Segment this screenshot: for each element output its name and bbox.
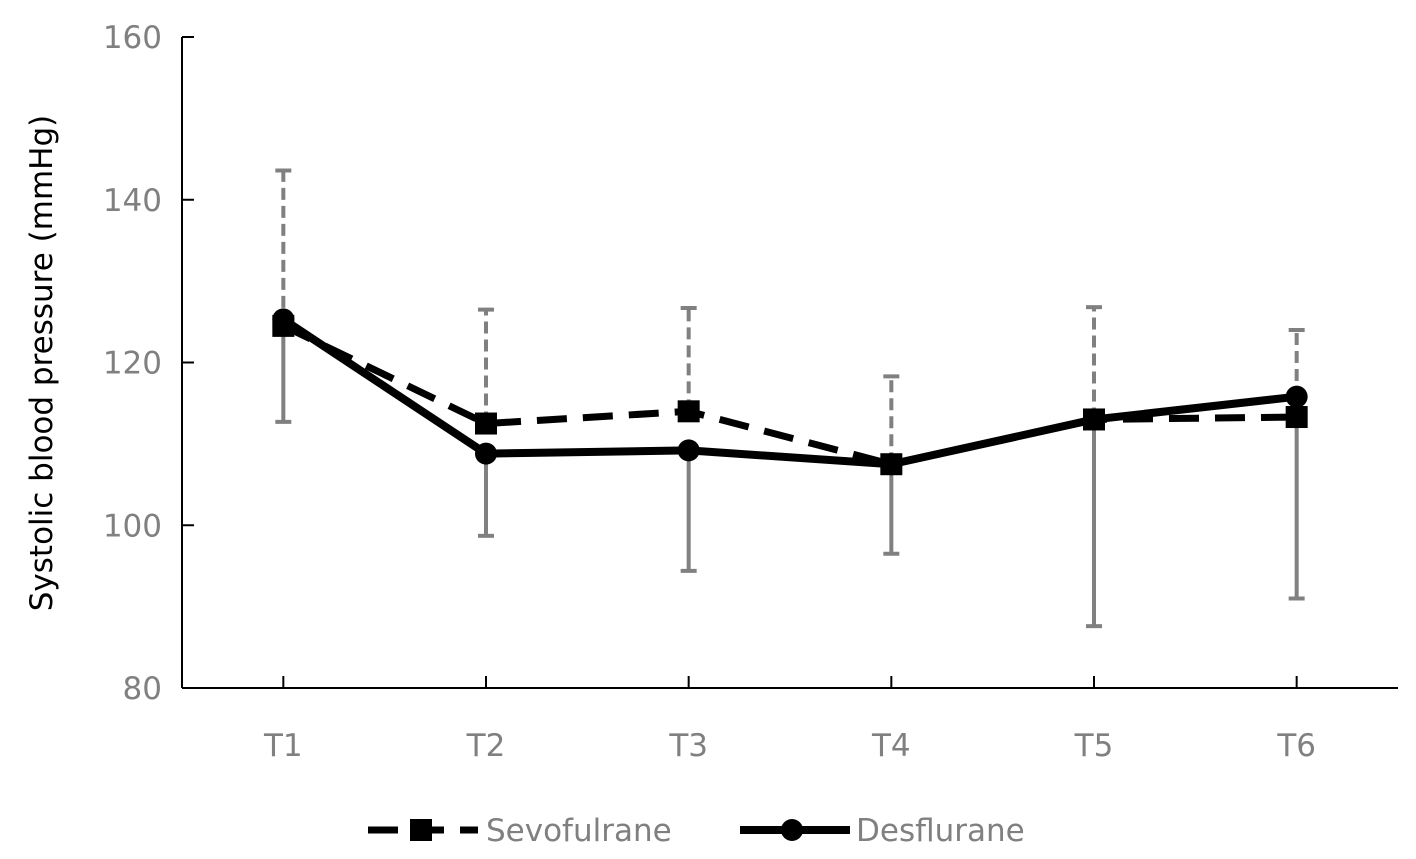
data-point-desflurane bbox=[1285, 385, 1308, 408]
data-point-desflurane bbox=[272, 308, 295, 331]
legend-label-sevofulrane: Sevofulrane bbox=[486, 813, 672, 849]
legend-marker-sevofulrane bbox=[410, 819, 432, 841]
y-tick-label: 160 bbox=[103, 20, 162, 56]
y-tick-label: 140 bbox=[103, 183, 162, 219]
series-line-desflurane bbox=[281, 316, 1298, 469]
y-tick-label: 120 bbox=[103, 346, 162, 382]
series-markers bbox=[272, 308, 1308, 476]
data-point-desflurane bbox=[677, 439, 700, 462]
x-tick-label: T5 bbox=[1074, 728, 1114, 764]
data-point-sevofulrane bbox=[1285, 406, 1308, 429]
data-point-desflurane bbox=[475, 442, 497, 465]
data-point-sevofulrane bbox=[677, 400, 700, 423]
y-tick-label: 80 bbox=[123, 671, 162, 707]
legend-label-desflurane: Desflurane bbox=[856, 813, 1025, 849]
data-point-desflurane bbox=[1083, 408, 1105, 431]
series-line-sevofulrane bbox=[281, 322, 1297, 468]
legend-marker-desflurane bbox=[781, 819, 803, 841]
data-point-sevofulrane bbox=[475, 412, 497, 435]
y-axis: 80 100 120 140 160 bbox=[103, 20, 194, 707]
legend: Sevofulrane Desflurane bbox=[368, 813, 1025, 849]
error-bars bbox=[275, 168, 1305, 629]
data-point-desflurane bbox=[880, 453, 903, 476]
x-tick-label: T3 bbox=[668, 728, 708, 764]
y-tick-label: 100 bbox=[103, 508, 162, 544]
x-tick-label: T4 bbox=[871, 728, 911, 764]
x-tick-label: T2 bbox=[466, 728, 506, 764]
series-lines bbox=[281, 316, 1298, 469]
x-tick-label: T1 bbox=[263, 728, 303, 764]
x-tick-label: T6 bbox=[1276, 728, 1316, 764]
x-axis: T1 T2 T3 T4 T5 T6 bbox=[182, 676, 1398, 764]
y-axis-title: Systolic blood pressure (mmHg) bbox=[24, 115, 60, 612]
